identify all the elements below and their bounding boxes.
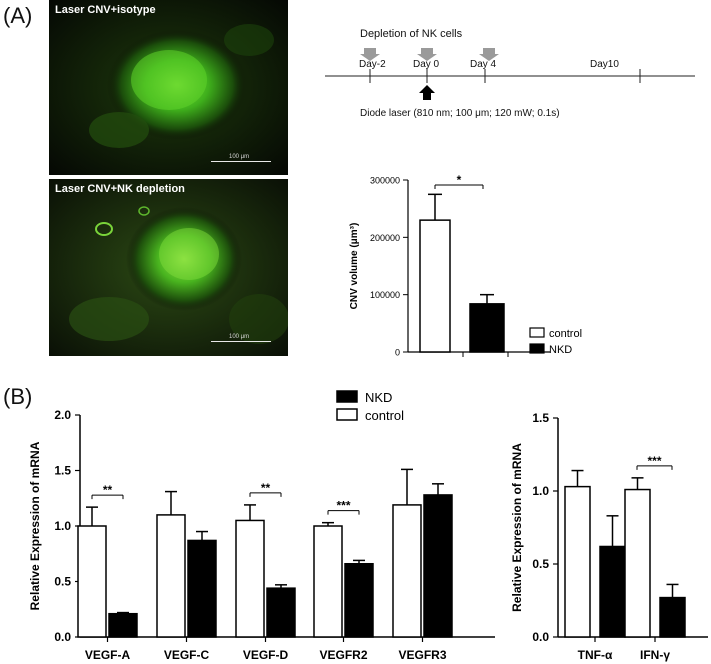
panel-label-a: (A): [3, 3, 33, 28]
x-tick-label: VEGFR3: [398, 648, 446, 662]
cytokine-expression-chart: 0.0 0.5 1.0 1.5 Relative Expression of mRNA T…: [510, 411, 708, 662]
significance-label: ***: [336, 499, 350, 513]
bar-control: [624, 488, 651, 638]
scale-bar-label: 100 μm: [229, 334, 250, 340]
bar-control: [419, 219, 451, 353]
y-tick-label: 1.5: [54, 464, 71, 478]
depletion-arrow-icon: [479, 48, 499, 61]
micrograph-isotype-image: [49, 0, 288, 175]
timeline-day-label: Day 0: [413, 59, 440, 70]
bar-nkd: [469, 303, 505, 353]
bar-control: [392, 504, 422, 638]
significance-label: **: [261, 481, 271, 495]
micrograph-caption: Laser CNV+isotype: [55, 4, 156, 16]
legend-swatch: [529, 327, 545, 338]
significance-label: **: [103, 483, 113, 497]
y-tick-label: 1.0: [532, 484, 549, 498]
x-tick-label: IFN-γ: [640, 648, 670, 662]
x-tick-label: VEGF-A: [85, 648, 131, 662]
legend-label: NKD: [365, 390, 392, 405]
bar-control: [156, 514, 186, 638]
bar-control: [313, 525, 343, 638]
bar-nkd: [423, 494, 453, 638]
micrograph-nk-depletion-image: [49, 179, 288, 356]
legend-swatch: [529, 343, 545, 354]
micrograph-isotype: Laser CNV+isotype 100 μm: [49, 0, 288, 175]
timeline-diagram: Depletion of NK cells Day-2 Day 0 Day 4 …: [325, 28, 695, 119]
y-axis-label: Relative Expression of mRNA: [28, 441, 42, 610]
x-tick-label: VEGF-C: [164, 648, 210, 662]
bar-control: [77, 525, 107, 638]
legend-label: control: [365, 408, 404, 423]
scale-bar: [211, 161, 271, 162]
y-tick-label: 300000: [370, 176, 400, 186]
scale-bar-label: 100 μm: [229, 154, 250, 160]
legend-swatch: [336, 390, 358, 403]
depletion-arrow-icon: [417, 48, 437, 61]
y-tick-label: 0: [395, 348, 400, 358]
significance-label: ***: [647, 454, 661, 468]
timeline-day-label: Day 4: [470, 59, 497, 70]
laser-label: Diode laser (810 nm; 100 μm; 120 mW; 0.1…: [360, 108, 560, 119]
cnv-volume-chart: 0 100000 200000 300000 CNV volume (μm³) * cont…: [349, 173, 582, 358]
scale-bar: [211, 341, 271, 342]
legend-label: NKD: [549, 344, 572, 356]
y-tick-label: 0.5: [532, 557, 549, 571]
bar-nkd: [344, 562, 374, 638]
bar-control: [564, 485, 591, 638]
significance-label: *: [457, 173, 462, 187]
y-tick-label: 100000: [370, 290, 400, 300]
laser-arrow-icon: [419, 85, 435, 100]
vegf-expression-chart: 0.0 0.5 1.0 1.5 2.0 Relative Expression of mR…: [28, 390, 495, 662]
y-tick-label: 0.0: [54, 630, 71, 644]
x-tick-label: VEGF-D: [243, 648, 289, 662]
x-tick-label: TNF-α: [578, 648, 613, 662]
bar-nkd: [659, 596, 686, 638]
timeline-day-label: Day-2: [359, 59, 386, 70]
bar-nkd: [108, 612, 138, 638]
micrograph-nk-depletion: Laser CNV+NK depletion 100 μm: [49, 179, 288, 356]
bar-nkd: [187, 539, 217, 638]
y-axis-label: CNV volume (μm³): [349, 223, 360, 310]
y-tick-label: 0.0: [532, 630, 549, 644]
y-tick-label: 0.5: [54, 575, 71, 589]
legend-label: control: [549, 328, 582, 340]
y-tick-label: 1.0: [54, 519, 71, 533]
micrograph-caption: Laser CNV+NK depletion: [55, 183, 185, 195]
x-tick-label: VEGFR2: [319, 648, 367, 662]
y-tick-label: 200000: [370, 233, 400, 243]
y-tick-label: 2.0: [54, 408, 71, 422]
bar-control: [235, 519, 265, 638]
bar-nkd: [266, 587, 296, 638]
panel-label-b: (B): [3, 384, 33, 409]
timeline-day-label: Day10: [590, 59, 619, 70]
y-tick-label: 1.5: [532, 411, 549, 425]
timeline-title: Depletion of NK cells: [360, 28, 463, 40]
y-axis-label: Relative Expression of mRNA: [510, 443, 524, 612]
depletion-arrow-icon: [360, 48, 380, 61]
legend-swatch: [336, 408, 358, 421]
bar-nkd: [599, 545, 626, 638]
